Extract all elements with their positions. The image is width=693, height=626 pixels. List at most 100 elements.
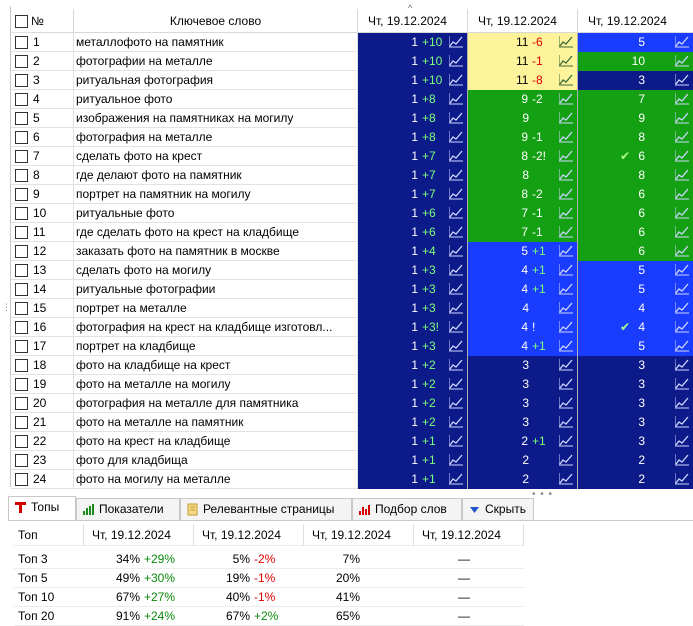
position-chart-icon[interactable]: [675, 435, 689, 447]
position-cell[interactable]: 10: [578, 52, 693, 71]
position-chart-icon[interactable]: [675, 112, 689, 124]
keyword-row[interactable]: 22 фото на крест на кладбище 1 +1 2 +1 3: [11, 432, 693, 451]
position-cell[interactable]: 1 +3: [358, 337, 468, 356]
row-checkbox[interactable]: [15, 74, 28, 87]
tab-hide[interactable]: Скрыть: [462, 498, 534, 520]
position-chart-icon[interactable]: [675, 226, 689, 238]
column-header-num[interactable]: №: [31, 9, 74, 33]
position-chart-icon[interactable]: [559, 302, 573, 314]
position-cell[interactable]: 1 +6: [358, 223, 468, 242]
keyword-text[interactable]: изображения на памятниках на могилу: [74, 109, 358, 128]
column-header-keyword[interactable]: Ключевое слово: [74, 9, 358, 33]
position-chart-icon[interactable]: [449, 150, 463, 162]
position-chart-icon[interactable]: [449, 302, 463, 314]
row-checkbox[interactable]: [15, 283, 28, 296]
position-cell[interactable]: 8: [578, 128, 693, 147]
position-chart-icon[interactable]: [559, 55, 573, 67]
position-cell[interactable]: 6: [578, 223, 693, 242]
keyword-text[interactable]: портрет на кладбище: [74, 337, 358, 356]
row-checkbox[interactable]: [15, 473, 28, 486]
position-chart-icon[interactable]: [449, 416, 463, 428]
position-chart-icon[interactable]: [559, 473, 573, 485]
position-cell[interactable]: 4!: [468, 318, 578, 337]
position-chart-icon[interactable]: [449, 283, 463, 295]
stats-header-date[interactable]: Чт, 19.12.2024: [422, 524, 524, 546]
keyword-text[interactable]: фото на крест на кладбище: [74, 432, 358, 451]
position-cell[interactable]: 5 +1: [468, 242, 578, 261]
position-chart-icon[interactable]: [559, 359, 573, 371]
keyword-text[interactable]: заказать фото на памятник в москве: [74, 242, 358, 261]
keyword-row[interactable]: 9 портрет на памятник на могилу 1 +7 8 -2 6: [11, 185, 693, 204]
position-cell[interactable]: 3: [468, 375, 578, 394]
keyword-row[interactable]: 8 где делают фото на памятник 1 +7 8 8: [11, 166, 693, 185]
position-cell[interactable]: 1 +7: [358, 166, 468, 185]
position-cell[interactable]: 4 ✔: [578, 318, 693, 337]
keyword-text[interactable]: сделать фото на крест: [74, 147, 358, 166]
keyword-row[interactable]: 15 портрет на металле 1 +3 4 4: [11, 299, 693, 318]
stats-header-date[interactable]: Чт, 19.12.2024: [92, 524, 194, 546]
position-cell[interactable]: 1 +2: [358, 375, 468, 394]
row-checkbox[interactable]: [15, 188, 28, 201]
position-cell[interactable]: 4 +1: [468, 337, 578, 356]
position-chart-icon[interactable]: [559, 93, 573, 105]
position-chart-icon[interactable]: [449, 55, 463, 67]
position-chart-icon[interactable]: [449, 397, 463, 409]
position-chart-icon[interactable]: [559, 245, 573, 257]
position-cell[interactable]: 3: [578, 356, 693, 375]
position-chart-icon[interactable]: [675, 188, 689, 200]
keyword-text[interactable]: ритуальные фото: [74, 204, 358, 223]
row-checkbox[interactable]: [15, 359, 28, 372]
position-chart-icon[interactable]: [559, 340, 573, 352]
position-cell[interactable]: 9 -1: [468, 128, 578, 147]
keyword-row[interactable]: 17 портрет на кладбище 1 +3 4 +1 5: [11, 337, 693, 356]
keyword-row[interactable]: 2 фотографии на металле 1 +10 11 -1 10: [11, 52, 693, 71]
keyword-row[interactable]: 14 ритуальные фотографии 1 +3 4 +1 5: [11, 280, 693, 299]
row-checkbox[interactable]: [15, 150, 28, 163]
keyword-row[interactable]: 13 сделать фото на могилу 1 +3 4 +1 5: [11, 261, 693, 280]
position-cell[interactable]: 4: [578, 299, 693, 318]
position-cell[interactable]: 3: [578, 375, 693, 394]
keyword-row[interactable]: 18 фото на кладбище на крест 1 +2 3 3: [11, 356, 693, 375]
position-cell[interactable]: 5: [578, 337, 693, 356]
stats-header-date[interactable]: Чт, 19.12.2024: [202, 524, 304, 546]
row-checkbox[interactable]: [15, 169, 28, 182]
position-chart-icon[interactable]: [675, 397, 689, 409]
position-chart-icon[interactable]: [559, 207, 573, 219]
keyword-row[interactable]: 16 фотография на крест на кладбище изгото…: [11, 318, 693, 337]
keyword-text[interactable]: фото на кладбище на крест: [74, 356, 358, 375]
keyword-text[interactable]: ритуальное фото: [74, 90, 358, 109]
position-chart-icon[interactable]: [559, 378, 573, 390]
row-checkbox[interactable]: [15, 245, 28, 258]
position-cell[interactable]: 6 ✔: [578, 147, 693, 166]
position-cell[interactable]: 4 +1: [468, 261, 578, 280]
column-header-date[interactable]: Чт, 19.12.2024: [468, 9, 578, 33]
position-chart-icon[interactable]: [449, 207, 463, 219]
position-cell[interactable]: 1 +2: [358, 394, 468, 413]
position-chart-icon[interactable]: [449, 226, 463, 238]
row-checkbox[interactable]: [15, 397, 28, 410]
row-checkbox[interactable]: [15, 93, 28, 106]
position-chart-icon[interactable]: [675, 302, 689, 314]
position-cell[interactable]: 6: [578, 185, 693, 204]
position-chart-icon[interactable]: [559, 454, 573, 466]
position-chart-icon[interactable]: [449, 340, 463, 352]
position-chart-icon[interactable]: [449, 245, 463, 257]
position-chart-icon[interactable]: [675, 283, 689, 295]
keyword-text[interactable]: сделать фото на могилу: [74, 261, 358, 280]
position-chart-icon[interactable]: [675, 93, 689, 105]
tab-relevant-pages[interactable]: Релевантные страницы: [180, 498, 352, 520]
position-cell[interactable]: 8: [578, 166, 693, 185]
keyword-row[interactable]: 21 фото на металле на памятник 1 +2 3 3: [11, 413, 693, 432]
keyword-text[interactable]: металлофото на памятник: [74, 33, 358, 52]
tab-word-selection[interactable]: Подбор слов: [352, 498, 462, 520]
position-cell[interactable]: 5: [578, 280, 693, 299]
position-chart-icon[interactable]: [675, 264, 689, 276]
row-checkbox[interactable]: [15, 112, 28, 125]
position-cell[interactable]: 8 -2!: [468, 147, 578, 166]
row-checkbox[interactable]: [15, 55, 28, 68]
position-chart-icon[interactable]: [675, 340, 689, 352]
position-cell[interactable]: 9 -2: [468, 90, 578, 109]
keyword-row[interactable]: 4 ритуальное фото 1 +8 9 -2 7: [11, 90, 693, 109]
position-cell[interactable]: 11 -1: [468, 52, 578, 71]
position-chart-icon[interactable]: [559, 169, 573, 181]
